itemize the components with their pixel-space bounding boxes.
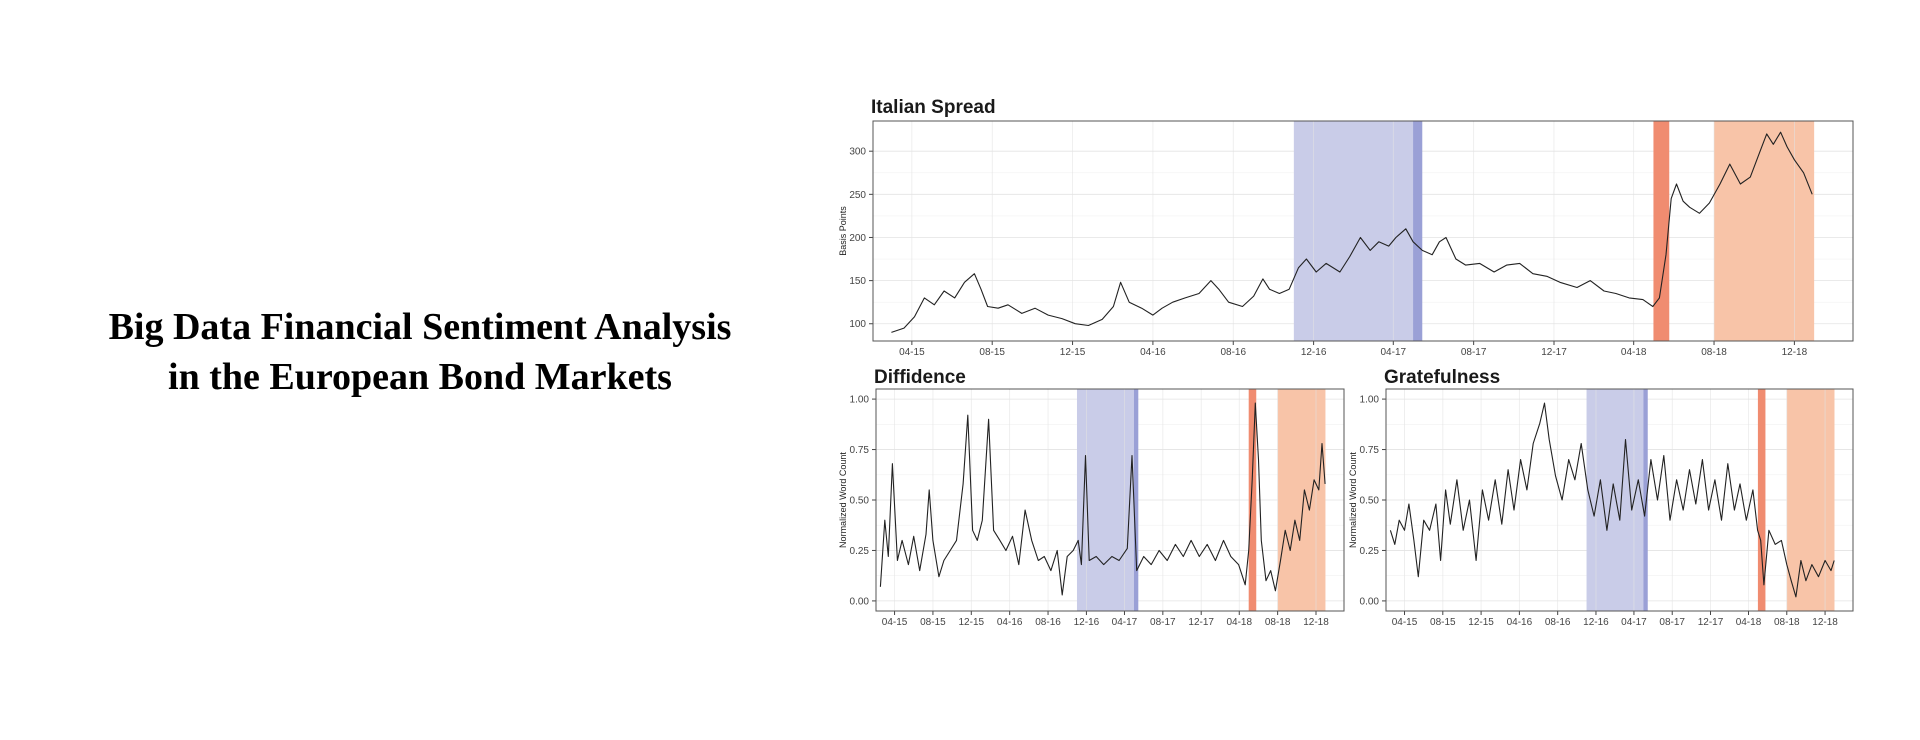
y-tick-label: 150 — [849, 276, 866, 287]
y-tick-label: 1.00 — [850, 395, 870, 406]
plot-border — [1385, 388, 1854, 612]
x-tick-label: 12-15 — [1468, 617, 1494, 628]
shaded-region — [1653, 121, 1670, 341]
x-tick-label: 12-18 — [1812, 617, 1838, 628]
plot-border — [872, 120, 1854, 342]
series-line — [1389, 402, 1835, 598]
y-tick-label: 0.50 — [1360, 496, 1380, 507]
chart-title: Diffidence — [874, 367, 966, 388]
shaded-region — [1757, 389, 1766, 611]
x-tick-label: 08-17 — [1659, 617, 1685, 628]
shaded-region — [1786, 389, 1835, 611]
x-tick-label: 12-15 — [1060, 347, 1086, 358]
x-tick-label: 04-18 — [1736, 617, 1762, 628]
x-tick-label: 12-16 — [1074, 617, 1100, 628]
x-tick-label: 04-15 — [899, 347, 925, 358]
x-tick-label: 04-18 — [1226, 617, 1252, 628]
x-tick-label: 12-17 — [1698, 617, 1724, 628]
x-tick-label: 04-15 — [882, 617, 908, 628]
y-axis-label: Basis Points — [838, 206, 848, 256]
chart-italian-spread: 04-15 08-15 12-15 04-16 08-16 12-16 04-17 08-17… — [838, 97, 1854, 358]
x-tick-label: 08-15 — [979, 347, 1005, 358]
x-tick-label: 08-16 — [1220, 347, 1246, 358]
x-tick-label: 04-17 — [1112, 617, 1138, 628]
x-tick-label: 04-17 — [1381, 347, 1407, 358]
y-tick-label: 0.50 — [850, 496, 870, 507]
page-title-line-2: in the European Bond Markets — [168, 356, 672, 398]
y-axis-label: Normalized Word Count — [838, 452, 848, 548]
y-tick-label: 250 — [849, 190, 866, 201]
x-tick-label: 12-17 — [1541, 347, 1567, 358]
shaded-region — [1586, 389, 1644, 611]
y-tick-label: 300 — [849, 147, 866, 158]
series-line — [891, 131, 1813, 333]
x-tick-label: 08-17 — [1461, 347, 1487, 358]
x-tick-label: 12-17 — [1188, 617, 1214, 628]
y-tick-label: 0.00 — [850, 596, 870, 607]
x-tick-label: 08-18 — [1701, 347, 1727, 358]
x-tick-label: 08-18 — [1265, 617, 1291, 628]
x-tick-label: 08-16 — [1035, 617, 1061, 628]
x-tick-label: 04-16 — [997, 617, 1023, 628]
chart-gratefulness: 04-15 08-15 12-15 04-16 08-16 12-16 04-17 08-17… — [1348, 367, 1854, 628]
shaded-region — [1277, 389, 1326, 611]
x-tick-label: 08-18 — [1774, 617, 1800, 628]
x-tick-label: 12-18 — [1782, 347, 1808, 358]
y-tick-label: 200 — [849, 233, 866, 244]
x-tick-label: 12-16 — [1583, 617, 1609, 628]
y-tick-label: 0.75 — [1360, 445, 1380, 456]
x-tick-label: 12-16 — [1301, 347, 1327, 358]
page-title-line-1: Big Data Financial Sentiment Analysis — [108, 306, 732, 348]
x-tick-label: 12-18 — [1303, 617, 1329, 628]
y-tick-label: 0.25 — [1360, 546, 1380, 557]
x-tick-label: 04-17 — [1621, 617, 1647, 628]
series-line — [879, 402, 1326, 596]
chart-title: Italian Spread — [871, 97, 996, 118]
y-tick-label: 0.25 — [850, 546, 870, 557]
y-axis-label: Normalized Word Count — [1348, 452, 1358, 548]
chart-title: Gratefulness — [1384, 367, 1500, 388]
x-tick-label: 04-16 — [1140, 347, 1166, 358]
y-tick-label: 0.00 — [1360, 596, 1380, 607]
y-tick-label: 100 — [849, 319, 866, 330]
shaded-region — [1248, 389, 1257, 611]
x-tick-label: 08-15 — [920, 617, 946, 628]
shaded-region — [1293, 121, 1414, 341]
x-tick-label: 08-17 — [1150, 617, 1176, 628]
x-tick-label: 04-16 — [1507, 617, 1533, 628]
shaded-region — [1714, 121, 1815, 341]
page-title: Big Data Financial Sentiment Analysis in… — [60, 302, 780, 402]
shaded-region — [1413, 121, 1423, 341]
x-tick-label: 08-16 — [1545, 617, 1571, 628]
chart-diffidence: 04-15 08-15 12-15 04-16 08-16 12-16 04-17 08-17… — [838, 367, 1345, 628]
shaded-region — [1076, 389, 1134, 611]
x-tick-label: 04-15 — [1392, 617, 1418, 628]
plot-border — [875, 388, 1345, 612]
x-tick-label: 04-18 — [1621, 347, 1647, 358]
y-tick-label: 0.75 — [850, 445, 870, 456]
x-tick-label: 08-15 — [1430, 617, 1456, 628]
x-tick-label: 12-15 — [959, 617, 985, 628]
y-tick-label: 1.00 — [1360, 395, 1380, 406]
shaded-region — [1133, 389, 1139, 611]
shaded-region — [1643, 389, 1648, 611]
